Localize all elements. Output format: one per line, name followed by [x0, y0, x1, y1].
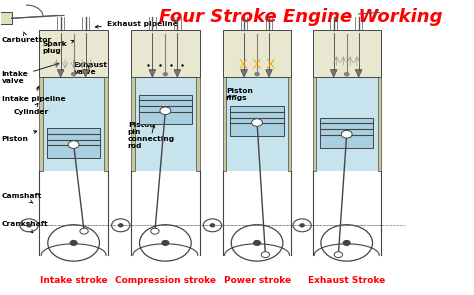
Text: Intake stroke: Intake stroke [40, 276, 108, 286]
Polygon shape [230, 106, 284, 136]
Polygon shape [312, 77, 316, 171]
Text: Piston: Piston [1, 131, 37, 142]
Text: Exhaust Stroke: Exhaust Stroke [308, 276, 385, 286]
Polygon shape [378, 77, 381, 171]
Text: Cylinder: Cylinder [13, 104, 48, 115]
Polygon shape [226, 77, 288, 171]
Circle shape [252, 119, 263, 126]
Circle shape [70, 241, 77, 245]
Text: Camshaft: Camshaft [1, 193, 42, 203]
Circle shape [27, 224, 31, 227]
Circle shape [80, 228, 88, 234]
Polygon shape [316, 77, 378, 171]
Polygon shape [135, 77, 196, 171]
Polygon shape [43, 77, 104, 171]
Circle shape [72, 73, 76, 76]
Polygon shape [223, 77, 226, 171]
Polygon shape [149, 70, 155, 77]
Text: Exhaust pipeline: Exhaust pipeline [95, 21, 178, 28]
Circle shape [254, 241, 260, 245]
Text: Piston
rings: Piston rings [226, 88, 253, 101]
Polygon shape [139, 95, 192, 124]
Polygon shape [131, 30, 200, 77]
Text: Intake pipeline: Intake pipeline [1, 86, 65, 102]
Circle shape [255, 73, 259, 76]
Circle shape [162, 241, 169, 245]
Polygon shape [57, 70, 64, 77]
Polygon shape [241, 70, 247, 77]
Circle shape [151, 228, 159, 234]
Text: Carburettor: Carburettor [1, 32, 52, 43]
Polygon shape [174, 70, 181, 77]
Polygon shape [320, 118, 374, 148]
Circle shape [210, 224, 215, 227]
Polygon shape [223, 30, 291, 77]
Polygon shape [0, 12, 11, 24]
Text: Compression stroke: Compression stroke [115, 276, 216, 286]
Polygon shape [39, 77, 43, 171]
Text: Four Stroke Engine Working: Four Stroke Engine Working [159, 8, 443, 26]
Polygon shape [330, 70, 337, 77]
Circle shape [160, 107, 171, 115]
Polygon shape [47, 128, 100, 158]
Polygon shape [266, 70, 273, 77]
Circle shape [300, 224, 304, 227]
Circle shape [334, 252, 343, 258]
Text: Spark
plug: Spark plug [42, 40, 74, 54]
Text: Piston
pin
connecting
rod: Piston pin connecting rod [128, 122, 175, 149]
Polygon shape [39, 30, 108, 77]
Text: Crankshaft: Crankshaft [1, 221, 48, 233]
Circle shape [261, 252, 270, 258]
Circle shape [345, 73, 349, 76]
Polygon shape [312, 30, 381, 77]
Polygon shape [196, 77, 200, 171]
Polygon shape [356, 70, 362, 77]
Circle shape [118, 224, 123, 227]
Circle shape [68, 141, 79, 148]
Polygon shape [131, 77, 135, 171]
Circle shape [163, 73, 167, 76]
Polygon shape [82, 70, 89, 77]
Text: Exhaust
valve: Exhaust valve [73, 62, 108, 75]
Circle shape [341, 130, 352, 138]
Circle shape [343, 241, 350, 245]
Text: Power stroke: Power stroke [224, 276, 291, 286]
Text: Intake
valve: Intake valve [1, 63, 59, 83]
Polygon shape [104, 77, 108, 171]
Polygon shape [288, 77, 291, 171]
